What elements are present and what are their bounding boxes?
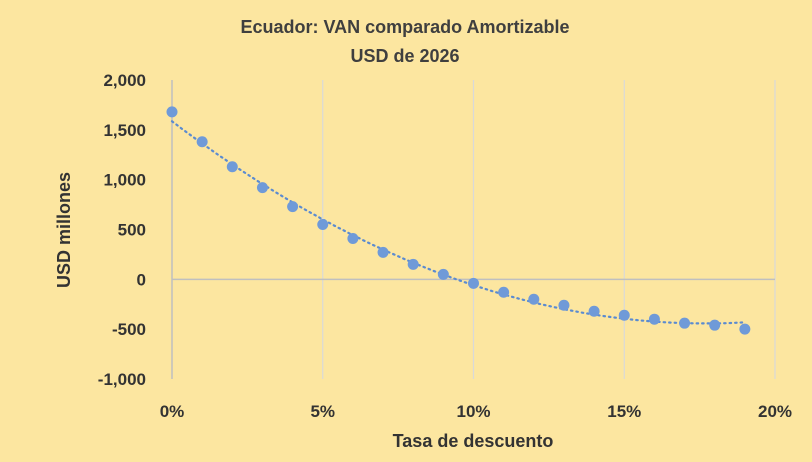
- y-tick-label: 1,000: [103, 171, 146, 190]
- chart-title: Ecuador: VAN comparado Amortizable: [240, 17, 569, 37]
- y-tick-label: -500: [112, 320, 146, 339]
- data-point: [528, 293, 540, 305]
- x-axis-ticks: 0% 5% 10% 15% 20%: [160, 402, 792, 421]
- y-tick-label: -1,000: [98, 370, 146, 389]
- data-point: [588, 305, 600, 317]
- data-point: [407, 258, 419, 270]
- data-point: [287, 201, 299, 213]
- data-point: [558, 299, 570, 311]
- data-point: [377, 246, 389, 258]
- x-tick-label: 5%: [310, 402, 335, 421]
- data-point: [739, 323, 751, 335]
- data-point: [437, 268, 449, 280]
- y-axis-ticks: 2,000 1,500 1,000 500 0 -500 -1,000: [98, 71, 146, 389]
- data-point: [709, 319, 721, 331]
- data-points: [166, 106, 751, 335]
- x-tick-label: 10%: [456, 402, 490, 421]
- data-point: [256, 182, 268, 194]
- x-tick-label: 20%: [758, 402, 792, 421]
- x-axis-label: Tasa de descuento: [393, 431, 554, 451]
- gridlines: [322, 80, 776, 379]
- data-point: [317, 219, 329, 231]
- trendline: [170, 120, 746, 325]
- y-tick-label: 0: [137, 270, 146, 289]
- data-point: [468, 277, 479, 289]
- y-axis-label: USD millones: [54, 172, 74, 288]
- data-point: [679, 317, 691, 329]
- data-point: [648, 313, 660, 325]
- y-tick-label: 1,500: [103, 121, 146, 140]
- data-point: [347, 232, 359, 244]
- data-point: [166, 106, 178, 118]
- y-tick-label: 2,000: [103, 71, 146, 90]
- data-point: [498, 286, 510, 298]
- chart-subtitle: USD de 2026: [350, 46, 459, 66]
- data-point: [226, 161, 238, 173]
- y-tick-label: 500: [118, 221, 146, 240]
- data-point: [618, 309, 630, 321]
- x-tick-label: 0%: [160, 402, 185, 421]
- x-tick-label: 15%: [607, 402, 641, 421]
- data-point: [196, 136, 208, 148]
